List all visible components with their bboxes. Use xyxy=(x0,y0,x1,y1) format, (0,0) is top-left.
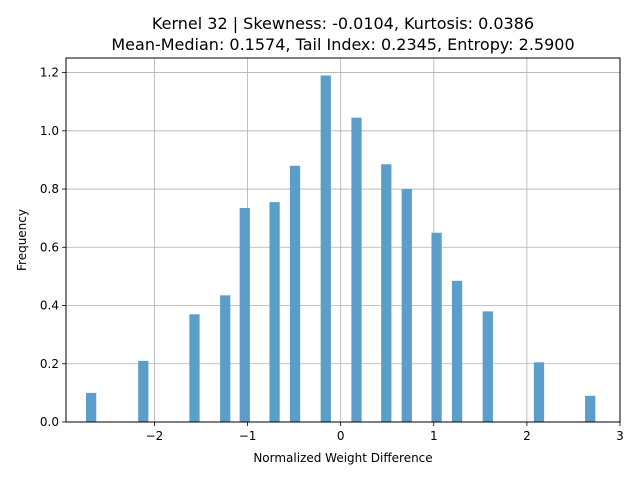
y-tick-label: 0.0 xyxy=(40,415,59,429)
y-tick-label: 1.2 xyxy=(40,66,59,80)
histogram-bar xyxy=(289,165,301,422)
x-tick-label: −1 xyxy=(239,429,257,443)
histogram-bar xyxy=(401,189,412,422)
histogram-bar xyxy=(381,164,392,422)
y-axis-label: Frequency xyxy=(15,209,29,271)
histogram-bar xyxy=(585,395,596,422)
axis-ticks: −2 −1 0 1 2 3 0.0 0.2 0.4 0.6 0.8 1.0 1.2 xyxy=(40,66,624,443)
histogram-bar xyxy=(351,117,362,423)
histogram-bar xyxy=(269,202,280,422)
histogram-bar xyxy=(431,232,442,422)
histogram-bar xyxy=(86,392,97,422)
histogram-bar xyxy=(239,207,250,422)
histogram-bar xyxy=(189,314,200,422)
y-tick-label: 0.2 xyxy=(40,357,59,371)
y-tick-label: 0.8 xyxy=(40,182,59,196)
x-tick-label: 0 xyxy=(337,429,345,443)
x-axis-label: Normalized Weight Difference xyxy=(253,451,432,465)
chart-title-line-2: Mean-Median: 0.1574, Tail Index: 0.2345,… xyxy=(111,35,574,54)
x-tick-label: −2 xyxy=(146,429,164,443)
chart-title-line-1: Kernel 32 | Skewness: -0.0104, Kurtosis:… xyxy=(152,14,534,33)
histogram-bar xyxy=(320,75,331,423)
bars xyxy=(86,75,596,423)
histogram-bar xyxy=(220,295,231,422)
y-tick-label: 0.6 xyxy=(40,240,59,254)
histogram-bar xyxy=(138,360,149,422)
x-tick-label: 2 xyxy=(523,429,531,443)
y-tick-label: 0.4 xyxy=(40,299,59,313)
y-tick-label: 1.0 xyxy=(40,124,59,138)
plot-area-frame xyxy=(65,57,621,423)
x-tick-label: 3 xyxy=(616,429,624,443)
histogram-bar xyxy=(451,280,463,422)
x-tick-label: 1 xyxy=(430,429,438,443)
histogram-bar xyxy=(482,311,493,422)
histogram-bar xyxy=(533,362,545,422)
